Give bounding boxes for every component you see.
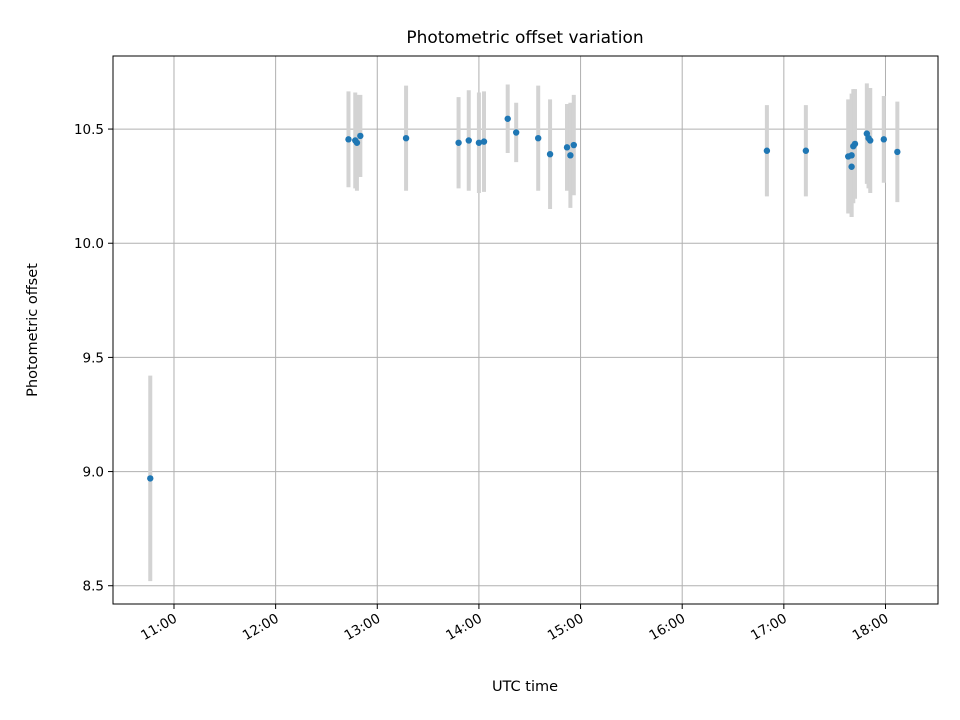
- y-axis: 8.5 9.0 9.5 10.0 10.5: [74, 122, 113, 595]
- data-point: [848, 163, 855, 170]
- data-point: [402, 135, 410, 142]
- plot-frame: [112, 55, 939, 605]
- data-point: [894, 148, 901, 156]
- data-point: [570, 141, 577, 149]
- data-points: [147, 115, 901, 482]
- x-axis-label: UTC time: [492, 679, 558, 695]
- data-point: [455, 139, 462, 146]
- data-point: [763, 147, 771, 154]
- data-point: [802, 147, 810, 154]
- data-point: [357, 132, 364, 140]
- data-point: [848, 152, 855, 159]
- y-tick-label: 10.5: [74, 122, 104, 138]
- data-point: [851, 140, 859, 148]
- data-point: [504, 115, 511, 122]
- data-point: [535, 135, 542, 142]
- data-point: [475, 139, 483, 146]
- data-point: [345, 136, 352, 143]
- data-point: [546, 150, 554, 158]
- data-point: [512, 129, 520, 136]
- data-point: [567, 152, 574, 159]
- data-point: [563, 144, 571, 151]
- data-point: [480, 138, 488, 145]
- y-tick-label: 9.5: [83, 350, 104, 366]
- data-point: [147, 475, 154, 482]
- y-axis-label: Photometric offset: [25, 263, 41, 397]
- data-point: [880, 136, 887, 143]
- y-tick-label: 10.0: [74, 236, 104, 252]
- chart-title: Photometric offset variation: [406, 28, 643, 48]
- y-tick-label: 9.0: [83, 465, 104, 481]
- data-point: [353, 139, 361, 146]
- data-point: [867, 137, 874, 144]
- data-point: [465, 137, 472, 144]
- y-tick-label: 8.5: [83, 579, 104, 595]
